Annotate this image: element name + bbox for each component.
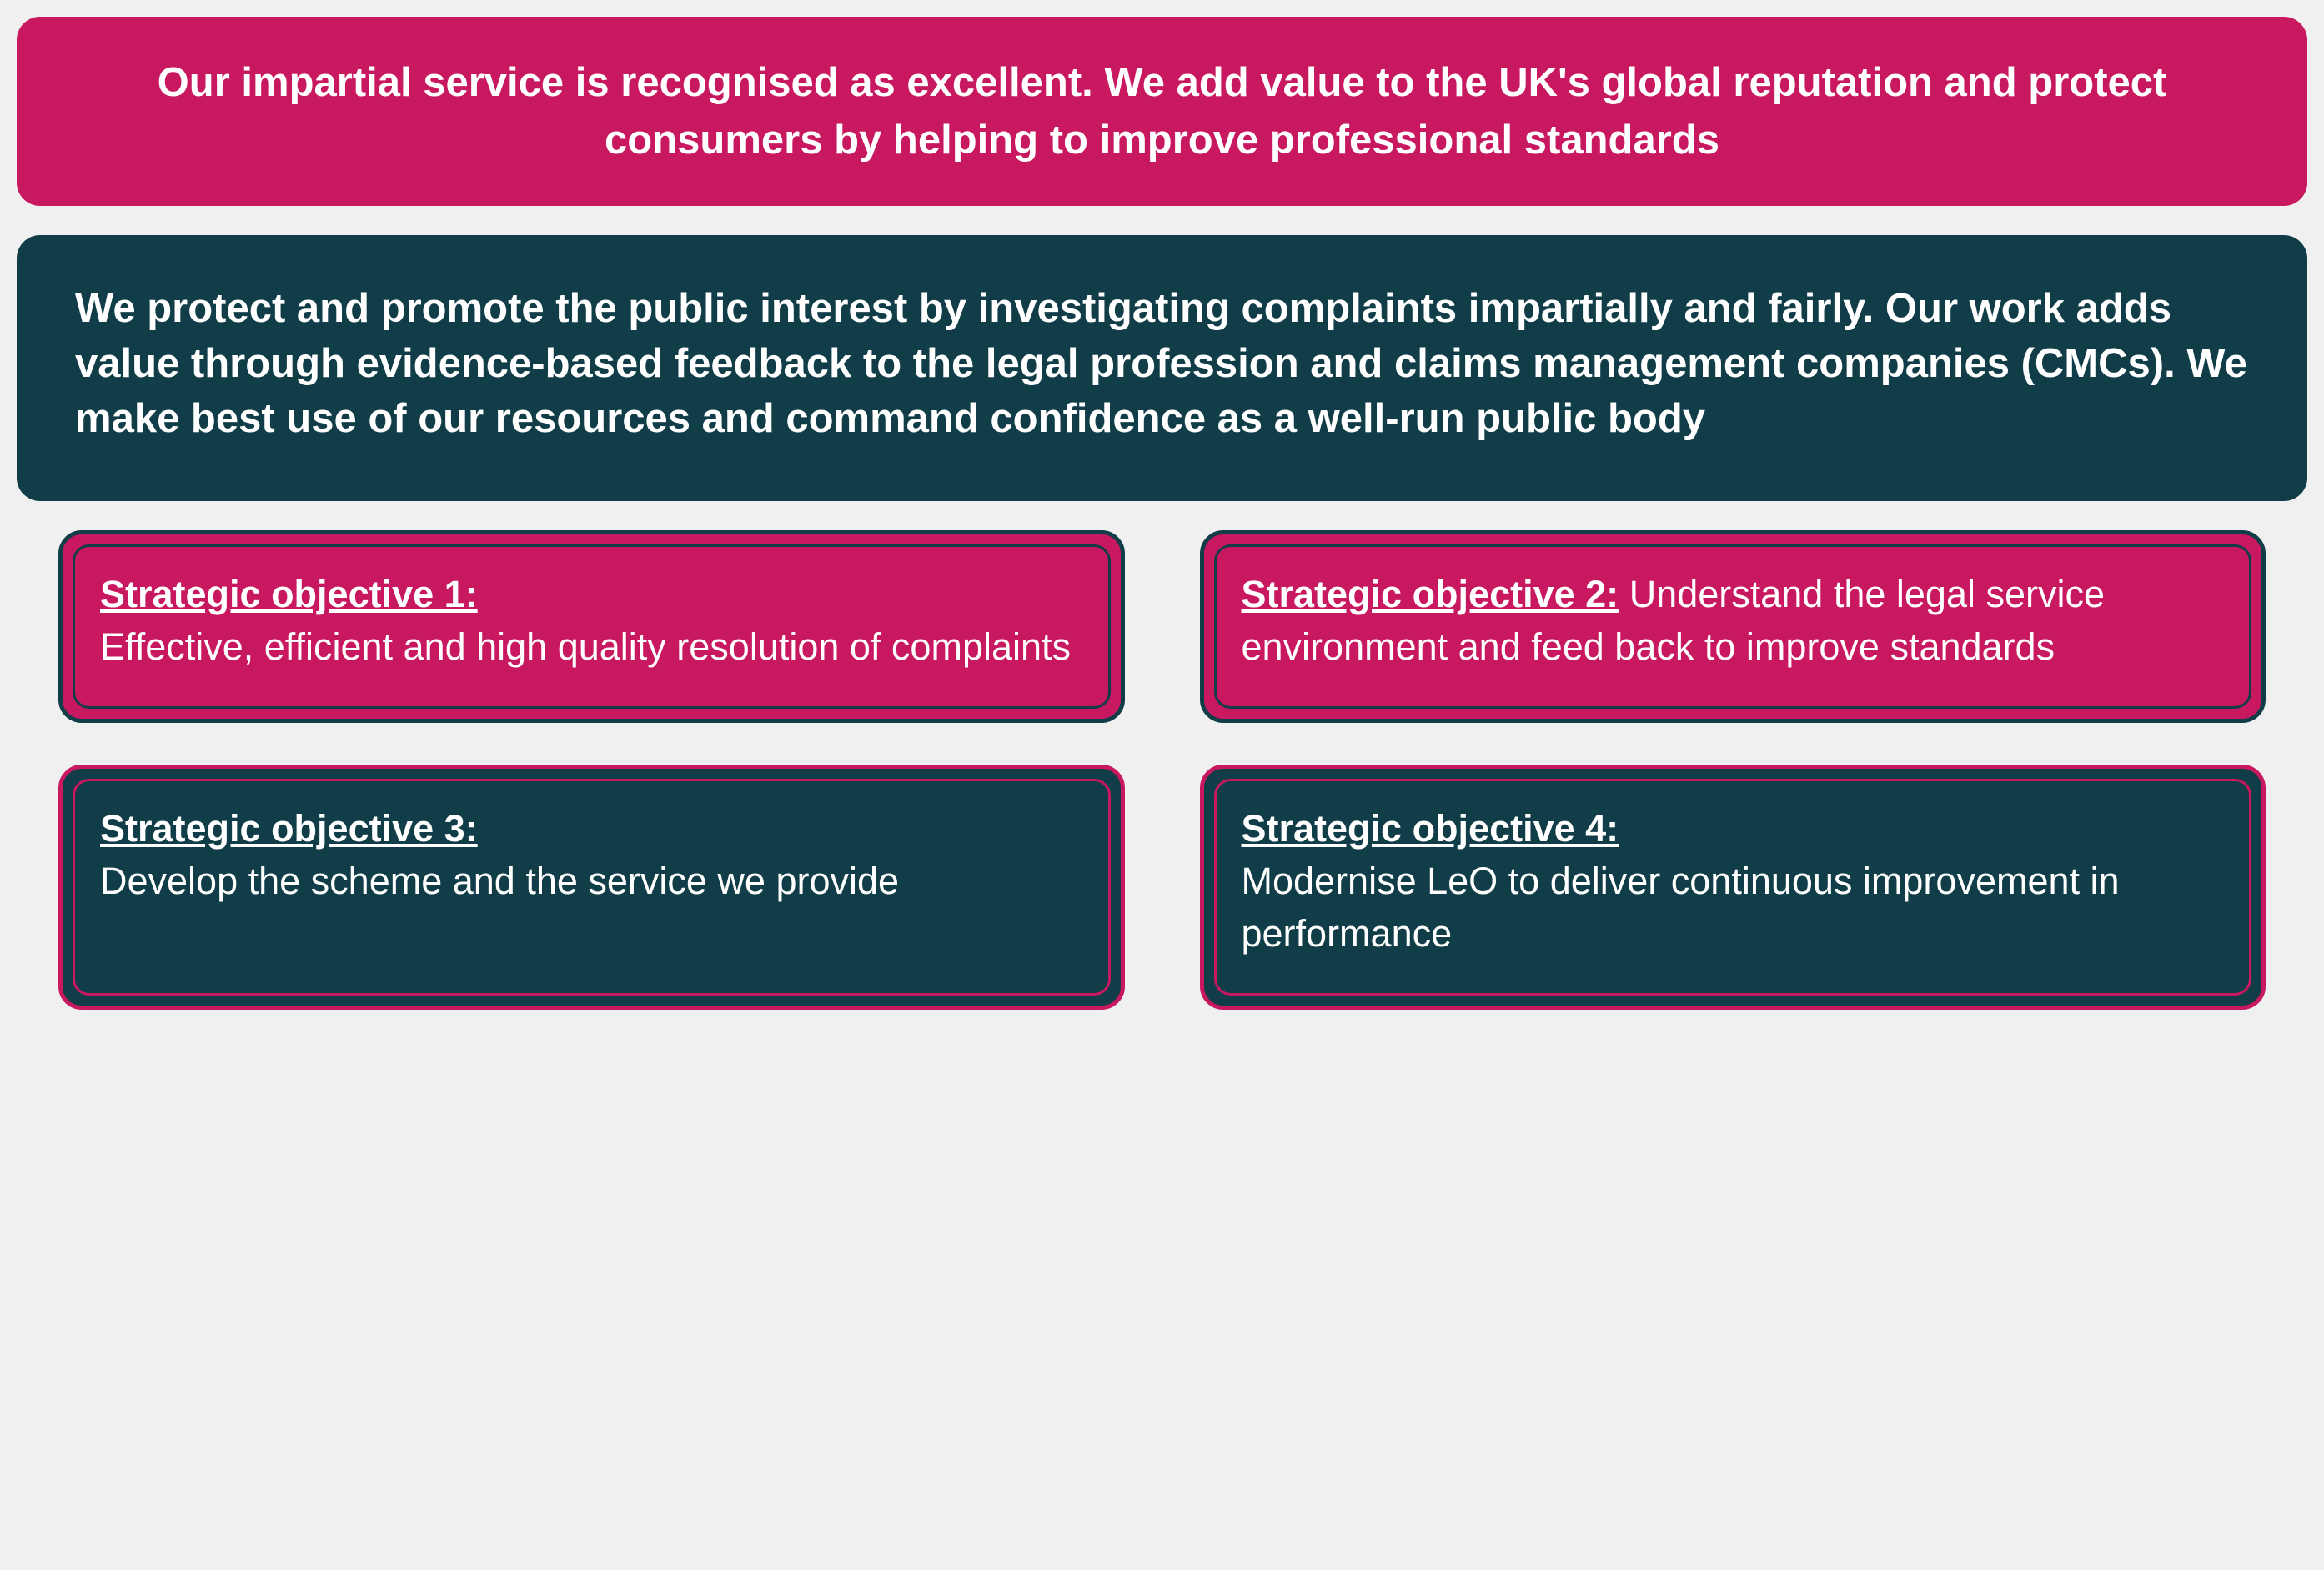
objective-card-2: Strategic objective 2: Understand the le… — [1200, 530, 2266, 723]
objective-4-body: Modernise LeO to deliver continuous impr… — [1242, 860, 2120, 955]
mission-banner: We protect and promote the public intere… — [17, 235, 2307, 500]
objectives-row-1: Strategic objective 1: Effective, effici… — [17, 530, 2307, 723]
objective-3-body: Develop the scheme and the service we pr… — [100, 860, 899, 902]
objectives-row-2: Strategic objective 3: Develop the schem… — [17, 765, 2307, 1010]
objective-card-3: Strategic objective 3: Develop the schem… — [58, 765, 1125, 1010]
mission-text: We protect and promote the public intere… — [75, 286, 2247, 441]
objective-3-title: Strategic objective 3: — [100, 807, 478, 850]
objective-1-body: Effective, efficient and high quality re… — [100, 625, 1071, 668]
objective-2-title: Strategic objective 2: — [1242, 573, 1619, 615]
objective-card-1: Strategic objective 1: Effective, effici… — [58, 530, 1125, 723]
objective-4-title: Strategic objective 4: — [1242, 807, 1619, 850]
objective-1-title: Strategic objective 1: — [100, 573, 478, 615]
vision-text: Our impartial service is recognised as e… — [158, 60, 2167, 163]
objective-card-4: Strategic objective 4: Modernise LeO to … — [1200, 765, 2266, 1010]
vision-banner: Our impartial service is recognised as e… — [17, 17, 2307, 206]
infographic-container: Our impartial service is recognised as e… — [17, 17, 2307, 1010]
